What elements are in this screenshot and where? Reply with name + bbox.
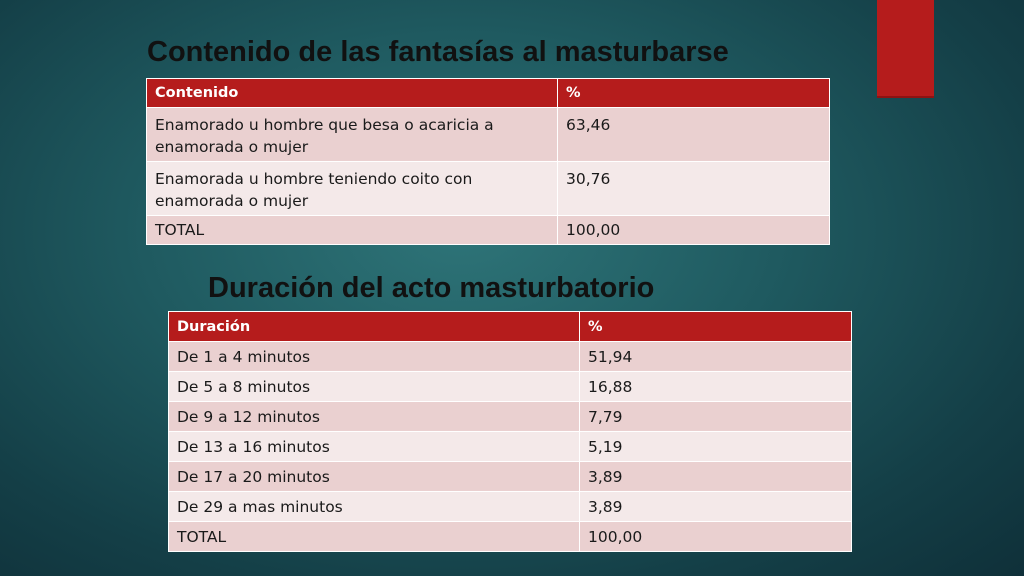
table-row: De 13 a 16 minutos 5,19 — [168, 431, 852, 462]
percent-cell: 7,79 — [579, 401, 852, 432]
duration-cell: De 17 a 20 minutos — [168, 461, 580, 492]
table-row: De 5 a 8 minutos 16,88 — [168, 371, 852, 402]
table-header-row: Contenido % — [146, 78, 830, 108]
percent-cell: 3,89 — [579, 491, 852, 522]
duration-cell: De 29 a mas minutos — [168, 491, 580, 522]
table-row: De 29 a mas minutos 3,89 — [168, 491, 852, 522]
decorative-accent-bar — [877, 0, 934, 98]
percent-cell: 30,76 — [557, 161, 830, 216]
duration-cell: De 13 a 16 minutos — [168, 431, 580, 462]
total-label-cell: TOTAL — [146, 215, 558, 245]
duration-table: Duración % De 1 a 4 minutos 51,94 De 5 a… — [168, 311, 852, 552]
percent-cell: 63,46 — [557, 107, 830, 162]
total-value-cell: 100,00 — [579, 521, 852, 552]
duration-cell: De 5 a 8 minutos — [168, 371, 580, 402]
percent-cell: 3,89 — [579, 461, 852, 492]
table-row: De 17 a 20 minutos 3,89 — [168, 461, 852, 492]
table-header-row: Duración % — [168, 311, 852, 342]
table-row: Enamorada u hombre teniendo coito con en… — [146, 161, 830, 216]
duration-cell: De 9 a 12 minutos — [168, 401, 580, 432]
content-cell: Enamorado u hombre que besa o acaricia a… — [146, 107, 558, 162]
content-table-title: Contenido de las fantasías al masturbars… — [147, 36, 729, 68]
table-total-row: TOTAL 100,00 — [168, 521, 852, 552]
total-value-cell: 100,00 — [557, 215, 830, 245]
table-total-row: TOTAL 100,00 — [146, 215, 830, 245]
percent-cell: 5,19 — [579, 431, 852, 462]
column-header-duracion: Duración — [168, 311, 580, 342]
column-header-contenido: Contenido — [146, 78, 558, 108]
column-header-percent: % — [579, 311, 852, 342]
content-table: Contenido % Enamorado u hombre que besa … — [146, 78, 830, 245]
table-row: De 9 a 12 minutos 7,79 — [168, 401, 852, 432]
table-row: Enamorado u hombre que besa o acaricia a… — [146, 107, 830, 162]
table-row: De 1 a 4 minutos 51,94 — [168, 341, 852, 372]
percent-cell: 16,88 — [579, 371, 852, 402]
column-header-percent: % — [557, 78, 830, 108]
duration-cell: De 1 a 4 minutos — [168, 341, 580, 372]
duration-table-title: Duración del acto masturbatorio — [208, 272, 655, 304]
content-cell: Enamorada u hombre teniendo coito con en… — [146, 161, 558, 216]
total-label-cell: TOTAL — [168, 521, 580, 552]
percent-cell: 51,94 — [579, 341, 852, 372]
